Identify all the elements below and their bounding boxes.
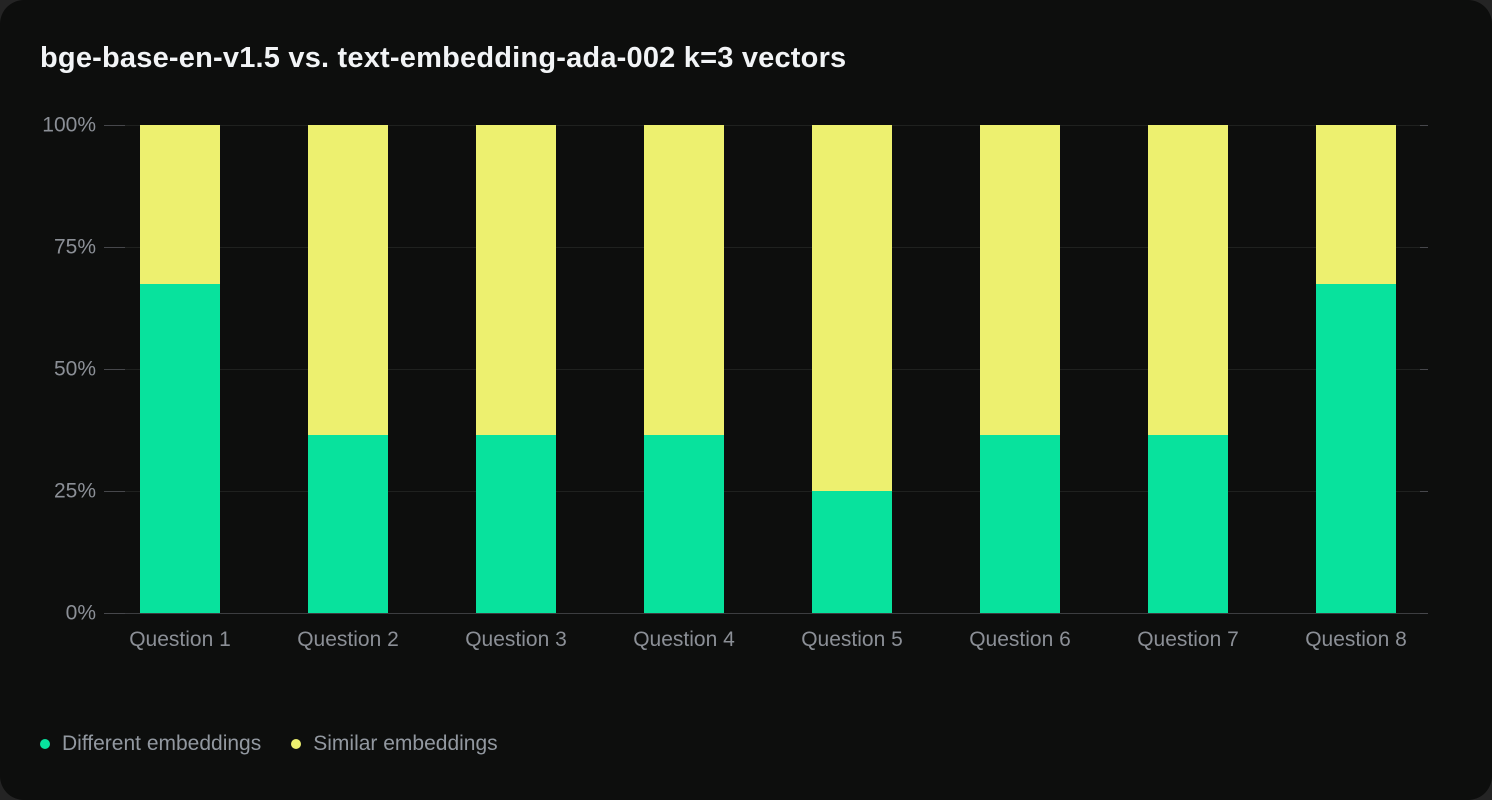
bar-slot-question-1 bbox=[96, 125, 264, 613]
x-tick-label-question-7: Question 7 bbox=[1137, 628, 1239, 651]
x-tick-label-question-2: Question 2 bbox=[297, 628, 399, 651]
tick-right-50 bbox=[1420, 369, 1428, 370]
bar-question-3-similar-embeddings-segment bbox=[476, 125, 556, 436]
tick-left-100 bbox=[104, 125, 125, 126]
tick-left-75 bbox=[104, 247, 125, 248]
bar-slot-question-4 bbox=[600, 125, 768, 613]
gridline-50 bbox=[125, 369, 1424, 370]
tick-right-0 bbox=[1420, 613, 1428, 614]
bar-question-6-different-embeddings-segment bbox=[980, 435, 1060, 613]
bar-question-7 bbox=[1148, 125, 1228, 613]
tick-right-25 bbox=[1420, 491, 1428, 492]
tick-right-75 bbox=[1420, 247, 1428, 248]
legend: Different embeddings Similar embeddings bbox=[40, 732, 498, 756]
x-axis-labels: Question 1 Question 2 Question 3 Question 4… bbox=[96, 628, 1440, 652]
chart-title: bge-base-en-v1.5 vs. text-embedding-ada-… bbox=[40, 42, 847, 74]
tick-left-25 bbox=[104, 491, 125, 492]
y-tick-label-75%: 75% bbox=[53, 235, 96, 259]
x-tick-label-question-4: Question 4 bbox=[633, 628, 735, 651]
bar-slot-question-7 bbox=[1104, 125, 1272, 613]
bar-question-4 bbox=[644, 125, 724, 613]
bar-slot-question-8 bbox=[1272, 125, 1440, 613]
bar-question-5-different-embeddings-segment bbox=[812, 491, 892, 613]
y-tick-label-50%: 50% bbox=[53, 357, 96, 381]
bar-question-7-different-embeddings-segment bbox=[1148, 435, 1228, 613]
tick-left-0 bbox=[104, 613, 125, 614]
legend-item-different-embeddings[interactable]: Different embeddings bbox=[40, 732, 261, 756]
bar-question-2-similar-embeddings-segment bbox=[308, 125, 388, 436]
bar-question-2 bbox=[308, 125, 388, 613]
gridline-25 bbox=[125, 491, 1424, 492]
bar-question-8-similar-embeddings-segment bbox=[1316, 125, 1396, 284]
x-tick-label-question-5: Question 5 bbox=[801, 628, 903, 651]
bar-question-3 bbox=[476, 125, 556, 613]
tick-left-50 bbox=[104, 369, 125, 370]
bar-question-8 bbox=[1316, 125, 1396, 613]
gridline-0 bbox=[125, 613, 1424, 614]
y-tick-label-25%: 25% bbox=[53, 479, 96, 503]
legend-label-different-embeddings: Different embeddings bbox=[62, 732, 262, 755]
bar-question-7-similar-embeddings-segment bbox=[1148, 125, 1228, 436]
bar-question-3-different-embeddings-segment bbox=[476, 435, 556, 613]
bar-question-4-different-embeddings-segment bbox=[644, 435, 724, 613]
legend-dot-similar-embeddings bbox=[291, 739, 302, 749]
legend-dot-different-embeddings bbox=[40, 739, 50, 749]
gridline-100 bbox=[125, 125, 1424, 126]
legend-item-similar-embeddings[interactable]: Similar embeddings bbox=[291, 732, 498, 756]
bar-slot-question-2 bbox=[264, 125, 432, 613]
bars-layer bbox=[96, 125, 1440, 613]
bar-slot-question-6 bbox=[936, 125, 1104, 613]
bar-question-8-different-embeddings-segment bbox=[1316, 283, 1396, 613]
y-tick-label-100%: 100% bbox=[42, 113, 96, 137]
bar-question-4-similar-embeddings-segment bbox=[644, 125, 724, 436]
bar-slot-question-3 bbox=[432, 125, 600, 613]
bar-slot-question-5 bbox=[768, 125, 936, 613]
bar-question-2-different-embeddings-segment bbox=[308, 435, 388, 613]
legend-label-similar-embeddings: Similar embeddings bbox=[313, 732, 498, 755]
x-tick-label-question-3: Question 3 bbox=[465, 628, 567, 651]
plot-area: 0% 25% 50% 75% 100% bbox=[0, 115, 1492, 624]
bar-question-1-different-embeddings-segment bbox=[140, 283, 220, 613]
bar-question-6-similar-embeddings-segment bbox=[980, 125, 1060, 436]
tick-right-100 bbox=[1420, 125, 1428, 126]
bar-question-5 bbox=[812, 125, 892, 613]
y-tick-label-0%: 0% bbox=[65, 601, 96, 625]
gridline-75 bbox=[125, 247, 1424, 248]
x-tick-label-question-1: Question 1 bbox=[129, 628, 231, 651]
bar-question-6 bbox=[980, 125, 1060, 613]
bar-question-5-similar-embeddings-segment bbox=[812, 125, 892, 491]
bar-question-1 bbox=[140, 125, 220, 613]
bar-question-1-similar-embeddings-segment bbox=[140, 125, 220, 284]
x-tick-label-question-8: Question 8 bbox=[1305, 628, 1407, 651]
x-tick-label-question-6: Question 6 bbox=[969, 628, 1071, 651]
